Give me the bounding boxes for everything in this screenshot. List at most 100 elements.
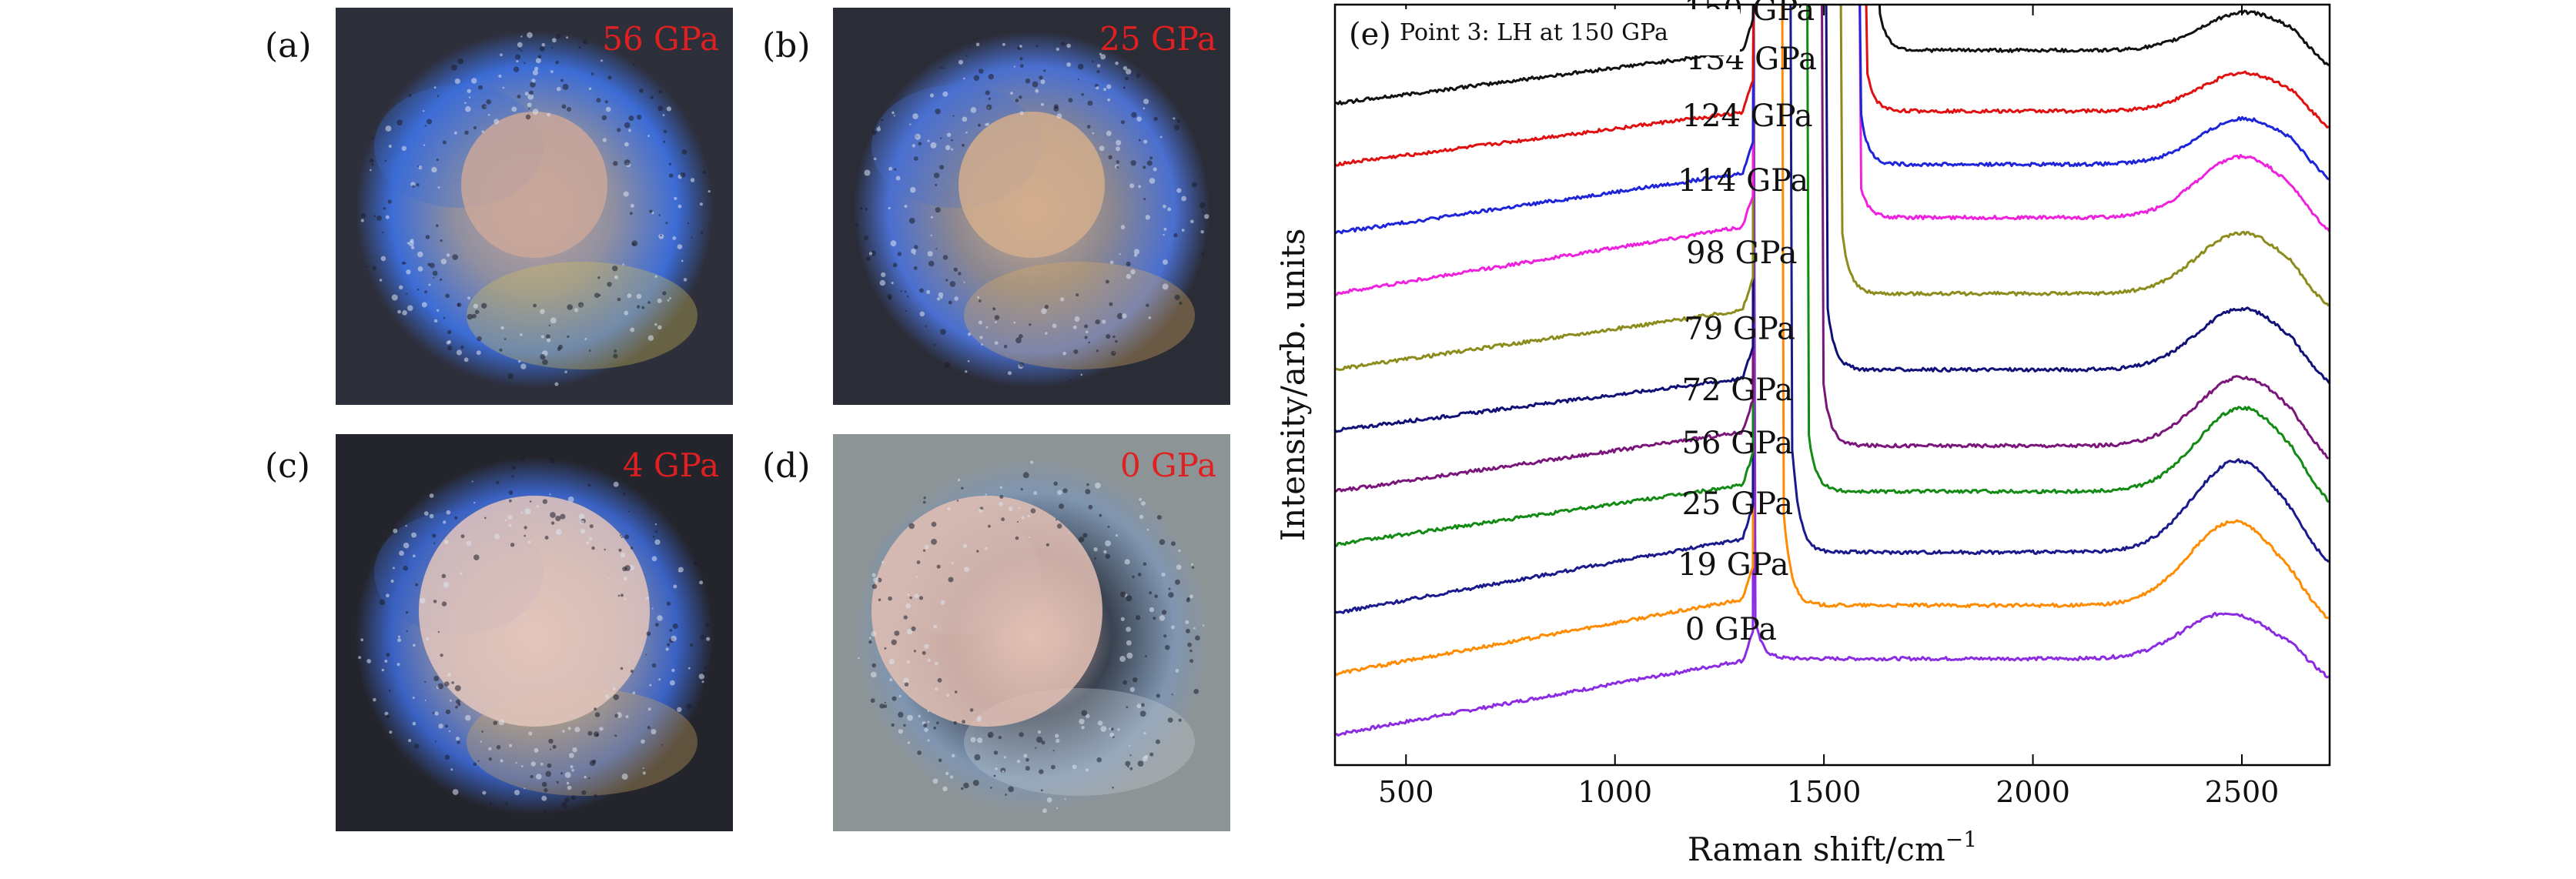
speckle <box>866 256 871 261</box>
speckle <box>1126 595 1132 602</box>
speckle <box>995 767 998 770</box>
speckle <box>970 737 976 743</box>
speckle <box>1025 758 1029 762</box>
speckle <box>405 610 409 614</box>
speckle <box>1086 125 1091 129</box>
speckle <box>1088 341 1090 344</box>
speckle <box>632 63 635 66</box>
speckle <box>1096 349 1099 353</box>
speckle <box>601 59 603 62</box>
speckle <box>1127 766 1129 768</box>
speckle <box>1062 488 1068 493</box>
speckle <box>1025 79 1031 84</box>
speckle <box>473 303 478 309</box>
speckle <box>964 567 970 573</box>
speckle <box>962 116 968 122</box>
speckle <box>381 668 384 672</box>
speckle <box>617 128 621 132</box>
speckle <box>1171 694 1173 696</box>
speckle <box>942 67 945 69</box>
speckle <box>399 550 404 556</box>
speckle <box>949 281 956 287</box>
speckle <box>432 270 438 276</box>
speckle <box>372 266 376 270</box>
speckle <box>413 643 416 647</box>
speckle <box>424 125 427 127</box>
speckle <box>962 720 965 724</box>
speckle <box>1204 214 1209 219</box>
speckle <box>1116 160 1120 164</box>
speckle <box>906 628 913 635</box>
speckle <box>935 109 941 115</box>
speckle <box>607 75 612 80</box>
speckle <box>981 343 983 346</box>
speckle <box>655 530 658 533</box>
speckle <box>1191 566 1195 569</box>
speckle <box>683 278 687 282</box>
speckle <box>948 300 952 305</box>
iridescent-glow <box>467 262 698 369</box>
speckle <box>532 69 538 75</box>
speckle <box>651 663 657 668</box>
speckle <box>1066 62 1072 67</box>
speckle <box>999 502 1003 506</box>
speckle <box>654 323 657 326</box>
speckle <box>1176 188 1182 193</box>
speckle <box>624 310 629 316</box>
speckle <box>1025 766 1030 771</box>
speckle <box>705 622 710 627</box>
speckle <box>647 135 650 138</box>
panel-label-c: (c) <box>265 446 310 486</box>
speckle <box>1129 183 1135 189</box>
speckle <box>1139 497 1142 501</box>
speckle <box>434 740 437 743</box>
speckle <box>900 290 902 292</box>
speckle <box>427 262 431 266</box>
speckle <box>994 315 1000 320</box>
speckle <box>417 251 423 258</box>
speckle <box>1122 65 1128 71</box>
series-label-0gpa: 0 GPa <box>1685 612 1777 647</box>
speckle <box>1139 710 1146 717</box>
speckle <box>540 309 545 315</box>
speckle <box>952 115 955 117</box>
speckle <box>658 678 661 681</box>
speckle <box>624 565 631 571</box>
speckle <box>1062 352 1066 356</box>
speckle <box>570 795 576 800</box>
speckle <box>936 721 939 724</box>
speckle <box>618 548 622 552</box>
speckle <box>871 583 878 590</box>
speckle <box>380 256 386 262</box>
speckle <box>1027 515 1030 518</box>
speckle <box>444 754 450 760</box>
speckle <box>905 603 911 609</box>
speckle <box>1146 528 1149 531</box>
speckle <box>903 677 909 683</box>
speckle <box>890 240 897 247</box>
speckle <box>1097 720 1103 726</box>
speckle <box>1028 536 1031 538</box>
speckle <box>667 643 671 647</box>
speckle <box>904 205 908 209</box>
speckle <box>1142 562 1147 566</box>
speckle <box>1120 591 1126 597</box>
speckle <box>1095 319 1100 325</box>
speckle <box>450 768 453 771</box>
speckle <box>507 515 513 520</box>
speckle <box>641 306 645 309</box>
speckle <box>1072 325 1077 329</box>
speckle <box>594 707 597 711</box>
speckle <box>555 60 559 65</box>
speckle <box>879 704 885 709</box>
speckle <box>884 701 886 704</box>
speckle <box>936 297 941 301</box>
speckle <box>1163 204 1166 209</box>
speckle <box>465 105 471 112</box>
speckle <box>594 794 597 798</box>
speckle <box>493 720 498 725</box>
speckle <box>624 159 631 166</box>
speckle <box>412 697 415 699</box>
speckle <box>566 36 569 39</box>
speckle <box>904 682 909 687</box>
